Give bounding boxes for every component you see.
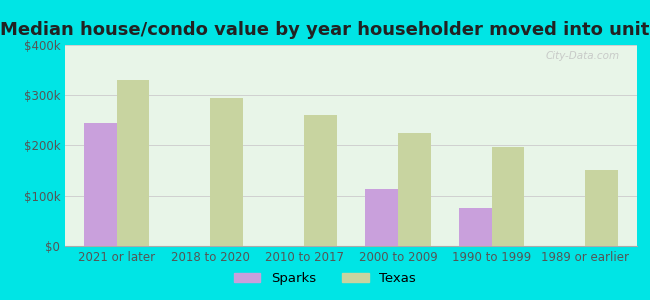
Bar (459, 208, 491, 246)
Bar (398, 133, 431, 246)
Text: Median house/condo value by year householder moved into unit: Median house/condo value by year househo… (0, 21, 650, 39)
Legend: Sparks, Texas: Sparks, Texas (229, 267, 421, 290)
Bar (365, 189, 398, 246)
Bar (586, 169, 618, 246)
Bar (116, 80, 150, 246)
Bar (211, 98, 243, 246)
Bar (491, 146, 525, 246)
Bar (304, 115, 337, 246)
Bar (84, 123, 116, 246)
Text: City-Data.com: City-Data.com (546, 51, 620, 61)
